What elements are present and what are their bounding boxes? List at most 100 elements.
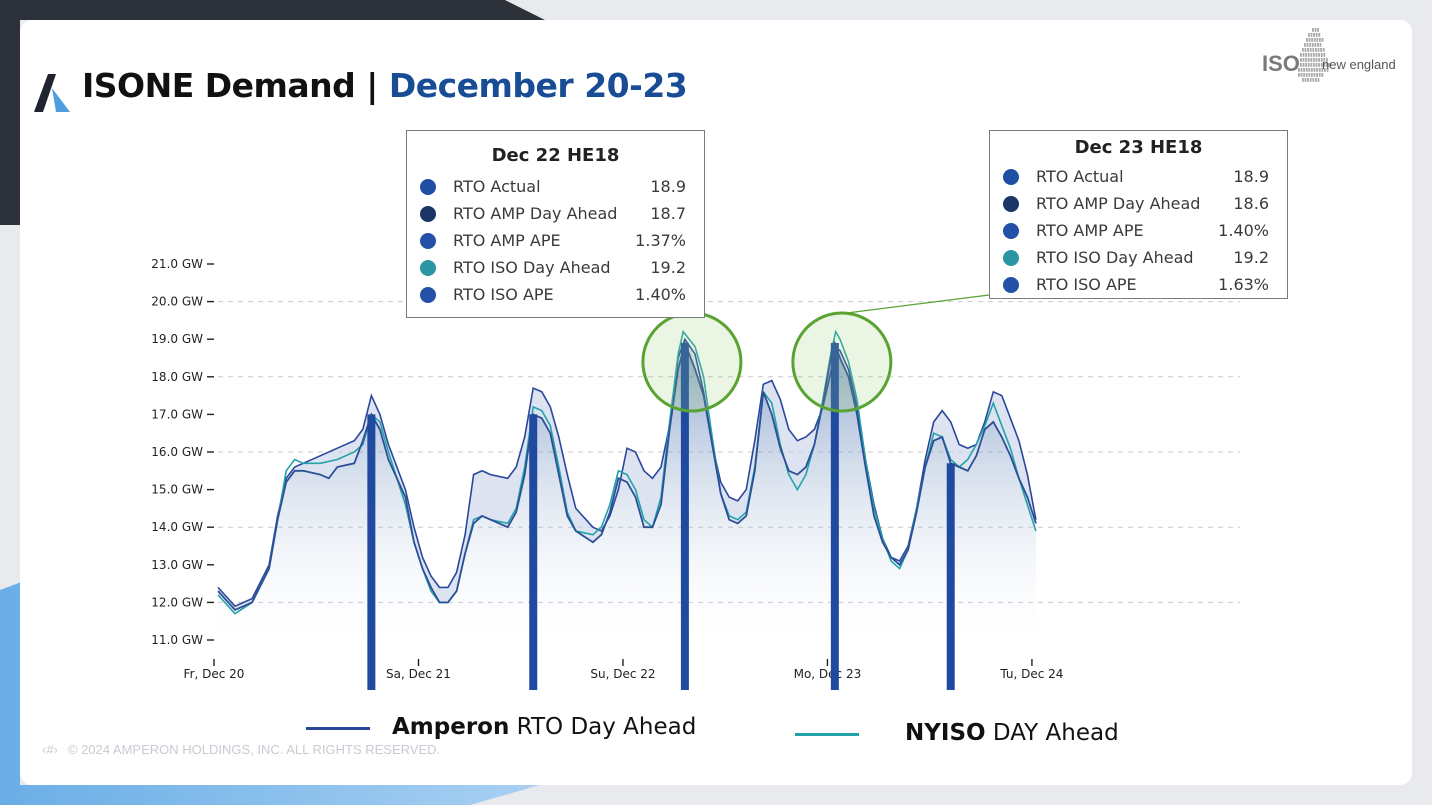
copyright-icon: ‹#›: [42, 742, 58, 757]
row-label: RTO AMP APE: [453, 231, 561, 250]
callout-row: RTO Actual 18.9: [407, 174, 704, 201]
legend-bold: Amperon: [392, 714, 510, 740]
iso-map-dot: [1306, 38, 1308, 42]
iso-map-dot: [1318, 33, 1321, 37]
legend-line-nyiso: [795, 733, 859, 736]
callout-leader-line: [846, 294, 990, 314]
legend-dot-icon: [1003, 277, 1019, 293]
legend-dot-icon: [420, 260, 436, 276]
iso-map-dot: [1298, 68, 1300, 72]
iso-map-dot: [1308, 38, 1311, 42]
x-tick-label: Fr, Dec 20: [184, 667, 245, 681]
iso-map-dot: [1305, 63, 1307, 67]
amperon-logo-icon: [34, 74, 70, 112]
iso-map-dot: [1313, 63, 1315, 67]
iso-map-dot: [1320, 58, 1323, 62]
peak-highlight-circle: [641, 311, 743, 413]
peak-bar: [367, 414, 376, 690]
legend-dot-icon: [420, 206, 436, 222]
row-label: RTO Actual: [453, 177, 541, 196]
iso-map-dot: [1306, 43, 1309, 47]
row-label: RTO Actual: [1036, 167, 1124, 186]
iso-map-dot: [1302, 78, 1304, 82]
legend-rest: DAY Ahead: [985, 720, 1119, 746]
y-tick-label: 19.0 GW: [151, 332, 203, 346]
legend-dot-icon: [420, 287, 436, 303]
iso-map-dot: [1317, 28, 1319, 32]
iso-map-dot: [1305, 53, 1307, 57]
copyright-label: © 2024 AMPERON HOLDINGS, INC. ALL RIGHTS…: [67, 742, 441, 757]
iso-logo-map-icon: [1298, 28, 1331, 82]
iso-map-dot: [1313, 38, 1316, 42]
x-tick-label: Sa, Dec 21: [386, 667, 451, 681]
row-label: RTO ISO APE: [453, 285, 554, 304]
peak-highlight-circle: [791, 311, 893, 413]
iso-map-dot: [1321, 68, 1324, 72]
y-tick-label: 14.0 GW: [151, 520, 203, 534]
x-tick-label: Tu, Dec 24: [999, 667, 1063, 681]
iso-map-dot: [1307, 58, 1310, 62]
legend-line-amperon: [306, 727, 370, 730]
iso-map-dot: [1309, 78, 1312, 82]
row-label: RTO ISO Day Ahead: [1036, 248, 1194, 267]
legend-bold: NYISO: [905, 720, 986, 746]
peak-bar: [529, 414, 538, 690]
iso-map-dot: [1308, 68, 1311, 72]
iso-map-dot: [1317, 48, 1320, 52]
iso-logo-subtitle: new england: [1322, 57, 1396, 72]
y-tick-label: 12.0 GW: [151, 595, 203, 609]
row-label: RTO AMP APE: [1036, 221, 1144, 240]
callout-row: RTO Actual 18.9: [990, 164, 1287, 191]
iso-map-dot: [1319, 38, 1321, 42]
actual-series-line: [217, 340, 1037, 611]
iso-map-dot: [1300, 58, 1302, 62]
callout-row: RTO AMP Day Ahead 18.6: [990, 191, 1287, 218]
x-tick-label: Su, Dec 22: [590, 667, 655, 681]
iso-map-dot: [1310, 63, 1313, 67]
iso-map-dot: [1322, 48, 1325, 52]
iso-map-dot: [1315, 33, 1318, 37]
iso-map-dot: [1312, 78, 1315, 82]
callout-row: RTO ISO APE 1.40%: [407, 282, 704, 309]
iso-map-dot: [1326, 63, 1328, 67]
iso-map-dot: [1302, 53, 1305, 57]
callout-row: RTO AMP APE 1.40%: [990, 218, 1287, 245]
y-tick-label: 15.0 GW: [151, 483, 203, 497]
iso-map-dot: [1309, 43, 1311, 47]
iso-map-dot: [1300, 63, 1302, 67]
iso-map-dot: [1320, 53, 1323, 57]
iso-new-england-logo: ISO new england: [1262, 28, 1396, 82]
iso-map-dot: [1310, 58, 1313, 62]
row-value: 19.2: [650, 258, 686, 277]
peak-bar: [680, 342, 689, 690]
row-value: 18.7: [650, 204, 686, 223]
callout-row: RTO ISO Day Ahead 19.2: [407, 255, 704, 282]
iso-map-dot: [1307, 78, 1309, 82]
y-tick-label: 18.0 GW: [151, 370, 203, 384]
iso-map-dot: [1315, 63, 1318, 67]
row-label: RTO ISO Day Ahead: [453, 258, 611, 277]
iso-map-dot: [1304, 43, 1306, 47]
y-tick-label: 11.0 GW: [151, 633, 203, 647]
iso-map-dot: [1324, 68, 1326, 72]
iso-map-dot: [1309, 48, 1312, 52]
iso-map-dot: [1302, 48, 1304, 52]
iso-map-dot: [1315, 58, 1318, 62]
page-title: ISONE Demand | December 20-23: [82, 66, 688, 105]
iso-map-dot: [1318, 73, 1321, 77]
row-value: 18.9: [650, 177, 686, 196]
legend-label: NYISO DAY Ahead: [905, 720, 1119, 746]
iso-map-dot: [1314, 43, 1317, 47]
callout-row: RTO AMP APE 1.37%: [407, 228, 704, 255]
iso-map-dot: [1313, 33, 1315, 37]
callout-row: RTO AMP Day Ahead 18.7: [407, 201, 704, 228]
peak-bar: [830, 342, 839, 690]
iso-map-dot: [1321, 38, 1324, 42]
y-tick-label: 13.0 GW: [151, 558, 203, 572]
iso-map-dot: [1311, 73, 1313, 77]
iso-map-dot: [1317, 78, 1320, 82]
legend-dot-icon: [1003, 250, 1019, 266]
iso-map-dot: [1308, 33, 1310, 37]
y-tick-label: 17.0 GW: [151, 407, 203, 421]
